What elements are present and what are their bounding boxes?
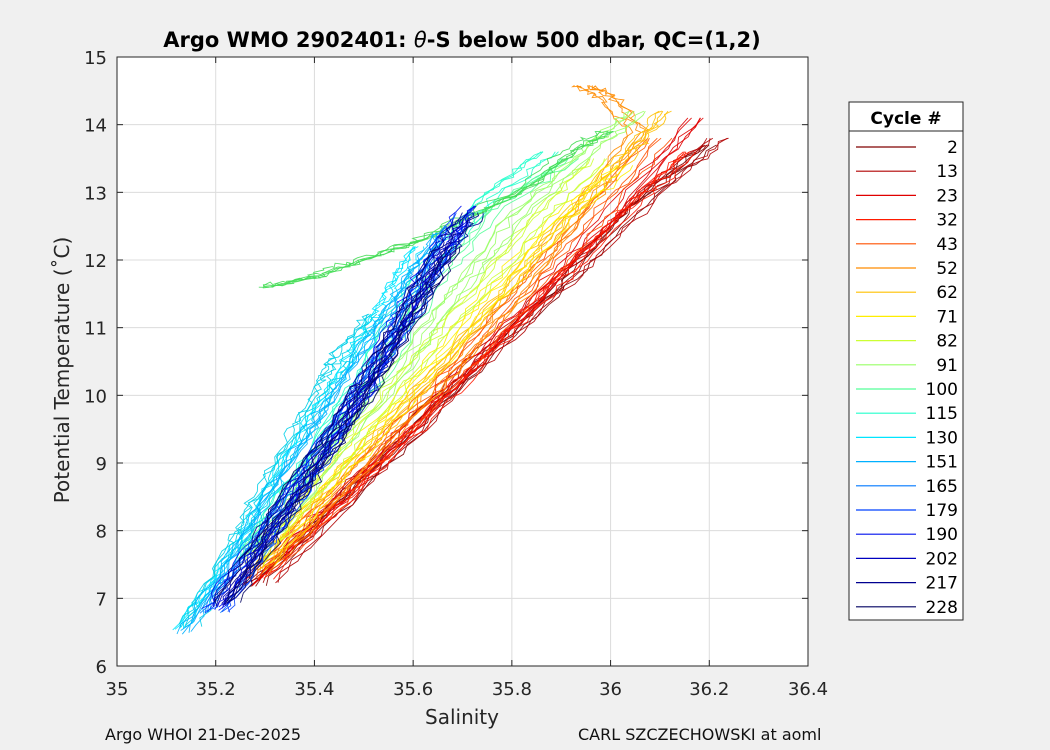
y-tick-label: 8 [96,522,107,543]
legend-entry-label: 32 [936,211,958,231]
legend-entry-label: 52 [936,259,958,279]
legend-entry-label: 165 [926,477,958,497]
y-tick-label: 12 [84,251,107,272]
profile-line [229,246,457,602]
x-tick-label: 35.6 [393,679,433,700]
y-tick-label: 6 [96,657,107,678]
y-axis-label: Potential Temperature (˚C) [50,237,74,504]
profile-line [184,313,378,627]
profile-line [226,212,484,605]
profile-line [264,110,646,557]
series-lines [172,84,729,635]
chart-title: Argo WMO 2902401: θ-S below 500 dbar, QC… [163,28,760,52]
legend-entry-label: 71 [936,307,958,327]
profile-line [180,313,372,628]
legend-entry-label: 23 [936,186,958,206]
profile-line [258,130,602,288]
x-tick-label: 36 [599,679,622,700]
legend-entry-label: 228 [926,598,958,618]
legend-entry-label: 151 [926,453,958,473]
legend-entry-label: 62 [936,283,958,303]
profile-line [274,165,634,567]
x-tick-label: 36.2 [689,679,729,700]
profile-line [263,158,605,566]
profile-line [258,110,672,571]
legend-entry-label: 179 [926,501,958,521]
x-tick-label: 35.8 [492,679,532,700]
x-tick-label: 36.4 [788,679,828,700]
profile-line [237,158,564,559]
y-tick-label: 11 [84,319,107,340]
profile-line [273,151,697,580]
profile-line [266,137,673,578]
legend-entry-label: 217 [926,574,958,594]
footer-operator: CARL SZCZECHOWSKI at aoml [578,725,822,744]
profile-line [178,313,370,625]
profile-line [225,246,453,603]
profile-line [212,219,454,607]
profile-line [214,246,437,603]
profile-line [188,232,438,633]
footer-source: Argo WHOI 21-Dec-2025 [105,725,302,744]
profile-line [269,85,649,572]
plot-border [116,56,809,667]
axis-ticks: 35 35.2 35.4 35.6 35.8 36 36.2 36.4 6 7 8 9 10 11 12 13… [84,48,828,700]
legend-entry-label: 100 [926,380,958,400]
profile-line [256,85,628,571]
profile-line [262,84,642,573]
profile-line [237,117,692,584]
profile-line [221,212,475,604]
x-tick-label: 35 [106,679,129,700]
profile-line [227,246,447,602]
legend-entry-label: 43 [936,235,958,255]
profile-line [265,144,717,586]
y-tick-label: 14 [84,116,107,137]
legend: Cycle # 2 13 23 32 43 52 62 71 82 91 100 115 130 151 1… [848,101,964,621]
legend-title: Cycle # [870,109,941,129]
y-tick-label: 10 [84,386,107,407]
legend-entry-label: 2 [947,138,958,158]
y-tick-label: 13 [84,183,107,204]
profile-line [217,219,460,607]
profile-line [250,137,708,583]
profile-line [251,117,701,586]
profile-line [254,110,645,559]
profile-line [184,313,368,628]
profile-line [214,205,475,610]
profile-line [257,151,686,580]
legend-entry-label: 13 [936,162,958,182]
profile-line [180,232,437,631]
legend-entry-label: 82 [936,332,958,352]
x-axis-label: Salinity [425,705,499,729]
profile-line [224,219,464,606]
profile-line [223,219,471,605]
profile-line [263,164,618,567]
legend-entry-label: 115 [926,404,958,424]
y-tick-label: 15 [84,48,107,69]
legend-entry-label: 91 [936,356,958,376]
x-tick-label: 35.2 [196,679,236,700]
profile-line [172,246,416,631]
legend-entry-label: 130 [926,428,958,448]
profile-line [277,137,728,583]
x-tick-label: 35.4 [294,679,334,700]
profile-line [275,137,729,584]
profile-line [214,212,463,604]
profile-line [263,151,691,579]
profile-line [250,144,708,588]
y-tick-label: 7 [96,589,107,610]
legend-entry-label: 202 [926,549,958,569]
legend-entry-label: 190 [926,525,958,545]
y-tick-label: 9 [96,454,107,475]
